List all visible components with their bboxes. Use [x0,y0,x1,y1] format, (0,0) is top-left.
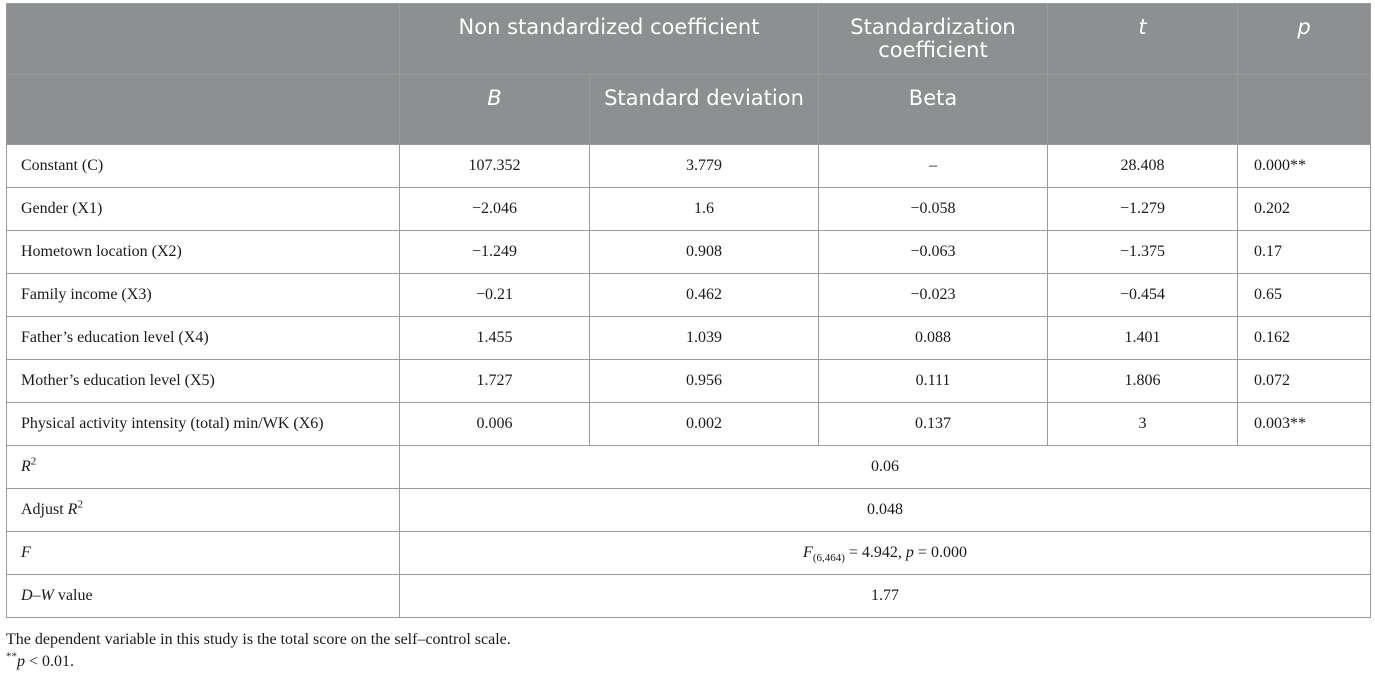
cell-sd: 1.039 [589,316,819,360]
cell-p: 0.072 [1237,359,1371,403]
header-row-2: B Standard deviation Beta [6,74,1371,145]
f-p-label: p [905,544,914,561]
header-empty-3 [1047,74,1238,145]
row-label: Family income (X3) [6,273,400,317]
r2-label-sup: 2 [30,455,37,468]
adjusted-r2-prefix: Adjust [21,501,68,518]
cell-b: −2.046 [399,187,590,231]
adjusted-r2-sup: 2 [77,498,83,511]
cell-beta: −0.058 [818,187,1048,231]
cell-t: 1.401 [1047,316,1238,360]
header-empty-2 [6,74,400,145]
note-significance-sup: ** [6,650,17,663]
cell-b: 1.727 [399,359,590,403]
row-label: Mother’s education level (X5) [6,359,400,403]
summary-row-f: F F(6,464) = 4.942, p = 0.000 [6,531,1371,575]
note-significance-rest: < 0.01. [25,653,75,670]
cell-b: 107.352 [399,144,590,188]
cell-p: 0.65 [1237,273,1371,317]
r2-label: R2 [6,445,400,489]
cell-beta: 0.088 [818,316,1048,360]
header-standard-deviation: Standard deviation [589,74,819,145]
cell-p: 0.17 [1237,230,1371,274]
table-header: Non standardized coefficient Standardiza… [6,3,1371,145]
table-row: Family income (X3) −0.21 0.462 −0.023 −0… [6,273,1371,317]
header-p: p [1237,3,1371,75]
f-p-rest: = 0.000 [913,544,967,561]
row-label: Father’s education level (X4) [6,316,400,360]
header-beta: Beta [818,74,1048,145]
header-t: t [1047,3,1238,75]
table-row: Father’s education level (X4) 1.455 1.03… [6,316,1371,360]
r2-value: 0.06 [399,445,1371,489]
dw-value: 1.77 [399,574,1371,618]
f-stat-sub: (6,464) [812,552,845,565]
cell-t: 28.408 [1047,144,1238,188]
summary-row-dw: D–W value 1.77 [6,574,1371,618]
row-label: Gender (X1) [6,187,400,231]
cell-sd: 0.908 [589,230,819,274]
cell-t: 3 [1047,402,1238,446]
cell-t: 1.806 [1047,359,1238,403]
regression-table: Non standardized coefficient Standardiza… [6,3,1371,618]
cell-b: 0.006 [399,402,590,446]
cell-sd: 0.002 [589,402,819,446]
f-stat-rest: = 4.942, [844,544,906,561]
table-container: Non standardized coefficient Standardiza… [6,3,1371,673]
cell-beta: – [818,144,1048,188]
cell-t: −0.454 [1047,273,1238,317]
cell-beta: −0.023 [818,273,1048,317]
f-stat-base: F [803,544,813,561]
adjusted-r2-value: 0.048 [399,488,1371,532]
header-row-1: Non standardized coefficient Standardiza… [6,3,1371,75]
summary-row-r2: R2 0.06 [6,445,1371,489]
cell-sd: 0.462 [589,273,819,317]
header-non-standardized: Non standardized coefficient [399,3,819,75]
table-row: Mother’s education level (X5) 1.727 0.95… [6,359,1371,403]
r2-label-base: R [21,458,31,475]
row-label: Constant (C) [6,144,400,188]
cell-sd: 3.779 [589,144,819,188]
table-notes: The dependent variable in this study is … [6,629,1370,673]
header-empty-4 [1237,74,1371,145]
cell-t: −1.375 [1047,230,1238,274]
table-row: Constant (C) 107.352 3.779 – 28.408 0.00… [6,144,1371,188]
adjusted-r2-label: Adjust R2 [6,488,400,532]
header-b: B [399,74,590,145]
header-empty-1 [6,3,400,75]
table-row: Gender (X1) −2.046 1.6 −0.058 −1.279 0.2… [6,187,1371,231]
cell-b: −0.21 [399,273,590,317]
cell-p: 0.000** [1237,144,1371,188]
cell-sd: 1.6 [589,187,819,231]
cell-beta: 0.137 [818,402,1048,446]
cell-sd: 0.956 [589,359,819,403]
adjusted-r2-base: R [67,501,78,518]
cell-p: 0.162 [1237,316,1371,360]
dw-label-ital: D–W [21,587,54,604]
note-significance: **p < 0.01. [6,651,1370,673]
cell-t: −1.279 [1047,187,1238,231]
cell-p: 0.202 [1237,187,1371,231]
dw-label-rest: value [53,587,93,604]
table-row: Physical activity intensity (total) min/… [6,402,1371,446]
cell-b: 1.455 [399,316,590,360]
cell-beta: −0.063 [818,230,1048,274]
row-label: Physical activity intensity (total) min/… [6,402,400,446]
row-label: Hometown location (X2) [6,230,400,274]
note-dependent-variable: The dependent variable in this study is … [6,631,511,648]
dw-label: D–W value [6,574,400,618]
note-significance-p: p [17,653,25,670]
cell-beta: 0.111 [818,359,1048,403]
table-row: Hometown location (X2) −1.249 0.908 −0.0… [6,230,1371,274]
f-value: F(6,464) = 4.942, p = 0.000 [399,531,1371,575]
cell-p: 0.003** [1237,402,1371,446]
f-label: F [6,531,400,575]
table-body: Constant (C) 107.352 3.779 – 28.408 0.00… [6,144,1371,618]
cell-b: −1.249 [399,230,590,274]
summary-row-adjusted-r2: Adjust R2 0.048 [6,488,1371,532]
header-standardization: Standardization coefficient [818,3,1048,75]
